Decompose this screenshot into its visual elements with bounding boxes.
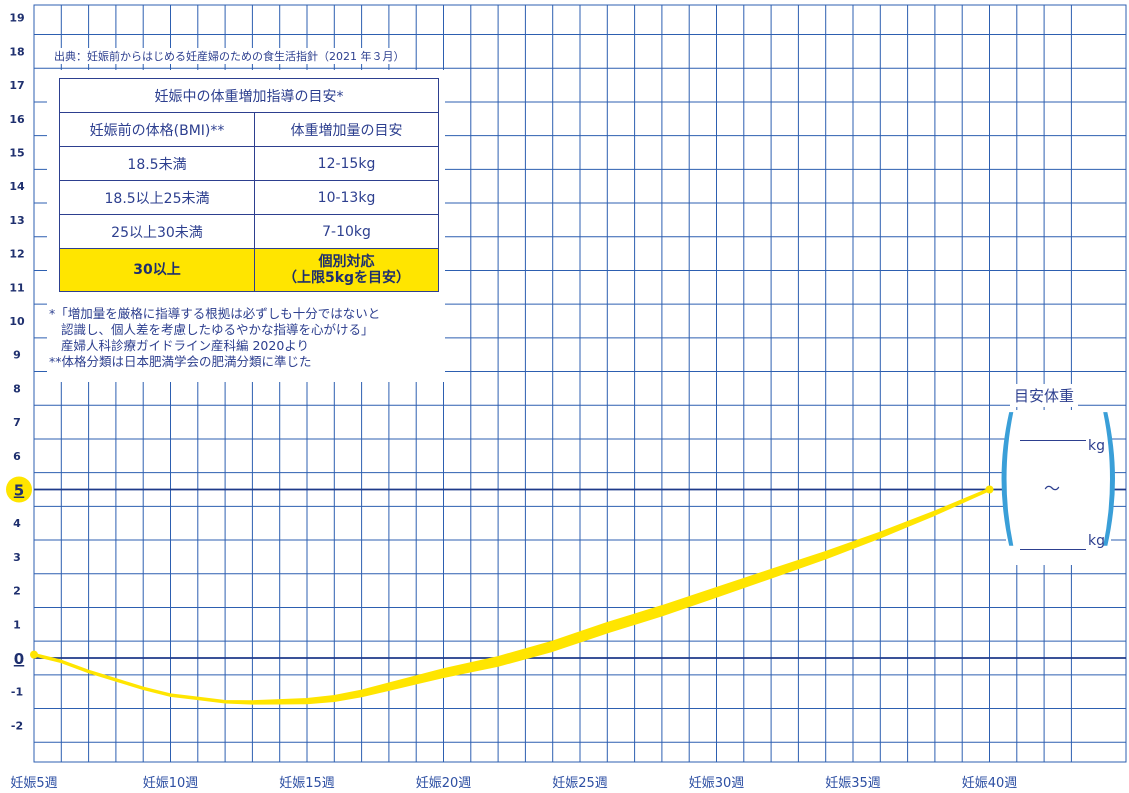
gain-cell: 12-15kg xyxy=(254,146,439,181)
x-tick-label: 妊娠35週 xyxy=(825,776,881,791)
y-tick-label: 19 xyxy=(9,12,24,25)
gain-header: 体重増加量の目安 xyxy=(254,112,439,147)
right-bracket-icon: ) xyxy=(1099,388,1120,562)
left-bracket-icon: ( xyxy=(997,388,1018,562)
y-tick-label: -1 xyxy=(11,686,23,699)
weight-gain-table: 妊娠中の体重増加指導の目安* 妊娠前の体格(BMI)** 体重増加量の目安 18… xyxy=(59,78,439,292)
y-tick-label: 5 xyxy=(14,482,24,500)
curve-end-point xyxy=(985,485,994,494)
kg-unit: kg xyxy=(1088,533,1105,549)
source-note: 出典：妊娠前からはじめる妊産婦のための食生活指針（2021 年３月） xyxy=(52,48,407,64)
y-tick-label: 3 xyxy=(13,551,21,564)
table-header-row: 妊娠前の体格(BMI)** 体重増加量の目安 xyxy=(59,112,439,147)
curve-start-point xyxy=(30,650,38,659)
y-tick-label: 7 xyxy=(13,416,21,429)
y-tick-label: 6 xyxy=(13,450,21,463)
bmi-cell: 30以上 xyxy=(59,248,255,292)
weight-gain-table-panel: 妊娠中の体重増加指導の目安* 妊娠前の体格(BMI)** 体重増加量の目安 18… xyxy=(47,70,445,382)
x-axis-labels: 妊娠5週 妊娠10週 妊娠15週 妊娠20週 妊娠25週 妊娠30週 妊娠35週 妊娠40週 xyxy=(10,776,1017,791)
y-tick-label: 15 xyxy=(9,147,24,160)
y-tick-label: 10 xyxy=(9,315,25,328)
y-tick-label: 0 xyxy=(14,650,24,668)
x-tick-label: 妊娠30週 xyxy=(689,776,745,791)
gain-line-1: 個別対応 xyxy=(318,254,375,270)
x-tick-label: 妊娠15週 xyxy=(279,776,335,791)
table-row-highlight: 30以上 個別対応 （上限5kgを目安） xyxy=(59,248,439,292)
y-tick-label: -2 xyxy=(11,719,23,732)
weight-curve-band xyxy=(33,487,991,705)
gain-line-2: （上限5kgを目安） xyxy=(282,270,411,286)
x-tick-label: 妊娠40週 xyxy=(962,776,1018,791)
y-tick-label: 17 xyxy=(9,79,24,92)
weight-curve xyxy=(30,485,994,705)
table-row: 25以上30未満 7-10kg xyxy=(59,214,439,249)
x-tick-label: 妊娠25週 xyxy=(552,776,608,791)
bmi-cell: 18.5以上25未満 xyxy=(59,180,255,215)
note-line: 産婦人科診療ガイドライン産科編 2020より xyxy=(61,338,310,353)
x-tick-label: 妊娠5週 xyxy=(10,776,57,791)
y-tick-label: 1 xyxy=(13,618,21,631)
note-line: 認識し、個人差を考慮したゆるやかな指導を心がける」 xyxy=(61,322,374,337)
target-weight-label: 目安体重 xyxy=(1010,384,1079,407)
note-line: **体格分類は日本肥満学会の肥満分類に準じた xyxy=(49,354,312,369)
y-tick-label: 11 xyxy=(9,281,24,294)
plot-border xyxy=(33,4,1127,763)
gain-cell: 10-13kg xyxy=(254,180,439,215)
y-highlight-marker xyxy=(6,476,32,503)
gain-cell: 個別対応 （上限5kgを目安） xyxy=(254,248,439,292)
note-line: *「増加量を厳格に指導する根拠は必ずしも十分ではないと xyxy=(49,306,381,321)
y-tick-label: 4 xyxy=(13,517,21,530)
highlight-lines xyxy=(34,488,1126,659)
target-weight-box xyxy=(1006,410,1111,565)
y-tick-label: 13 xyxy=(9,214,24,227)
table-title: 妊娠中の体重増加指導の目安* xyxy=(59,78,439,113)
y-tick-label: 2 xyxy=(13,585,21,598)
bmi-cell: 25以上30未満 xyxy=(59,214,255,249)
bmi-cell: 18.5未満 xyxy=(59,146,255,181)
range-tilde: ～ xyxy=(1044,479,1061,498)
x-tick-label: 妊娠20週 xyxy=(416,776,472,791)
target-weight-upper-blank[interactable] xyxy=(1020,440,1086,441)
y-tick-label: 14 xyxy=(9,180,25,193)
table-notes: *「増加量を厳格に指導する根拠は必ずしも十分ではないと 認識し、個人差を考慮した… xyxy=(49,306,380,370)
y-tick-label: 16 xyxy=(9,113,25,126)
x-tick-label: 妊娠10週 xyxy=(143,776,199,791)
kg-unit: kg xyxy=(1088,438,1105,454)
target-weight-lower-blank[interactable] xyxy=(1020,549,1086,550)
table-title-row: 妊娠中の体重増加指導の目安* xyxy=(59,78,439,113)
y-tick-label: 9 xyxy=(13,349,21,362)
y-tick-label: 18 xyxy=(9,45,24,58)
gain-cell: 7-10kg xyxy=(254,214,439,249)
y-tick-label: 12 xyxy=(9,248,24,261)
table-row: 18.5以上25未満 10-13kg xyxy=(59,180,439,215)
bmi-header: 妊娠前の体格(BMI)** xyxy=(59,112,255,147)
table-row: 18.5未満 12-15kg xyxy=(59,146,439,181)
y-tick-label: 8 xyxy=(13,382,21,395)
